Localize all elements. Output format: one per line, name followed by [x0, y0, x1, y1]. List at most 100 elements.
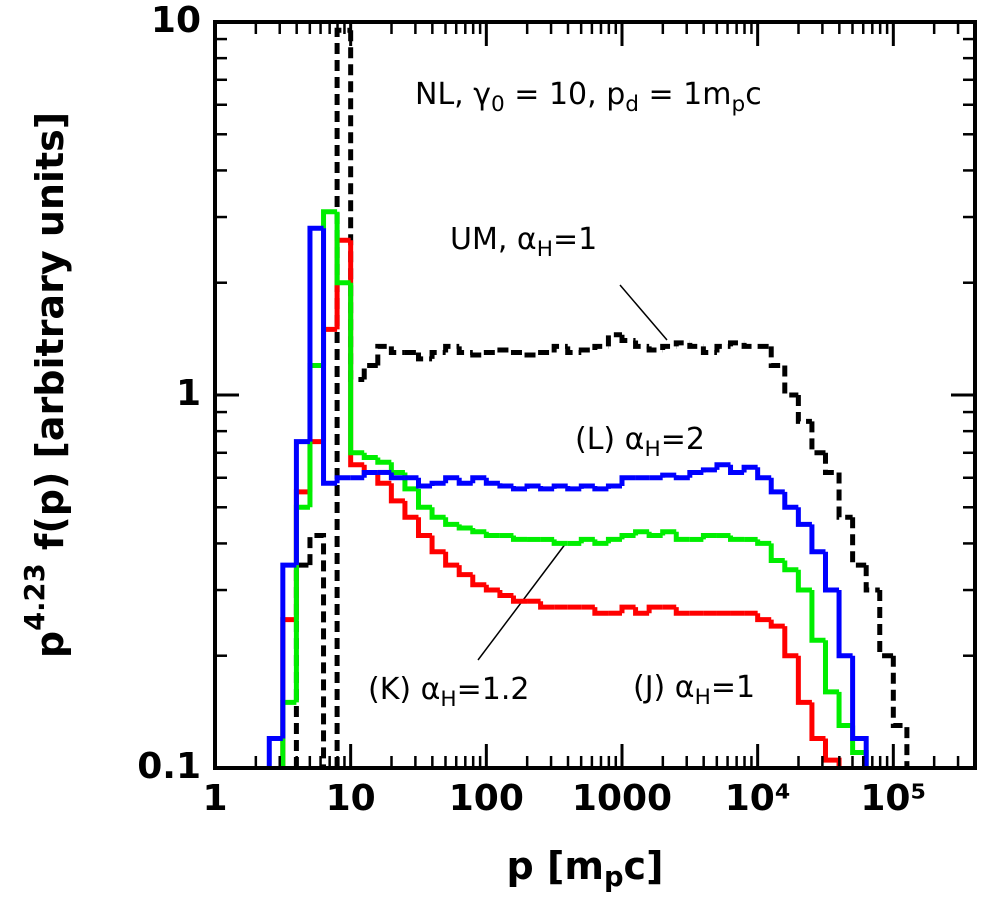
histogram-step	[565, 486, 582, 492]
histogram-step	[836, 590, 853, 659]
histogram-step	[470, 574, 487, 588]
histogram-step	[578, 483, 595, 489]
histogram-step	[809, 421, 826, 456]
annotation: (J) αH=1	[633, 670, 755, 711]
histogram-step	[443, 475, 460, 484]
histogram-step	[755, 613, 772, 623]
histogram-step	[890, 655, 910, 768]
histogram-step	[497, 347, 514, 353]
histogram-step	[646, 604, 663, 614]
histogram-step	[375, 472, 392, 486]
histogram-step	[660, 529, 677, 536]
histogram-step	[782, 365, 799, 398]
y-axis-label-part: 4.23	[20, 563, 51, 631]
histogram-step	[660, 343, 677, 351]
histogram-step	[795, 655, 812, 705]
histogram-step	[510, 595, 528, 604]
histogram-step	[673, 475, 690, 481]
y-axis-label: p4.23 f(p) [arbitrary units]	[20, 112, 72, 658]
histogram-step	[809, 590, 826, 643]
x-axis-label: p [mpc]	[507, 844, 664, 893]
histogram-step	[687, 469, 704, 478]
histogram-step	[755, 467, 772, 481]
annotation-part: = 10, p	[505, 77, 626, 112]
histogram-step	[375, 343, 392, 366]
histogram-step	[714, 343, 731, 353]
histogram-step	[795, 507, 812, 527]
histogram-step	[334, 475, 351, 484]
histogram-step	[415, 488, 433, 510]
histogram-step	[293, 439, 310, 566]
annotation-part: p	[731, 92, 745, 117]
histogram-step	[361, 452, 378, 460]
annotation: NL, γ0 = 10, pd = 1mpc	[415, 77, 762, 118]
histogram-step	[592, 343, 609, 351]
histogram-step	[660, 472, 677, 478]
histogram-step	[605, 483, 622, 489]
y-tick-label: 10	[151, 0, 201, 41]
histogram-step	[456, 524, 473, 531]
x-tick-label: 10⁴	[725, 778, 791, 819]
histogram-step	[673, 340, 690, 347]
histogram-step	[592, 607, 609, 616]
histogram-step	[633, 340, 650, 349]
histogram-step	[456, 346, 473, 355]
histogram-step	[483, 584, 500, 593]
plot-frame	[213, 20, 977, 770]
x-axis-label-part: p [m	[507, 844, 604, 888]
histogram-step	[850, 517, 867, 568]
histogram-step	[470, 527, 487, 535]
histogram-step	[673, 531, 690, 542]
y-axis-label-part: f(p) [arbitrary units]	[28, 112, 72, 563]
histogram-step	[429, 349, 446, 359]
histogram-step	[795, 569, 812, 593]
histogram-step	[605, 536, 622, 544]
histogram-step	[470, 352, 487, 358]
histogram-step	[741, 342, 758, 349]
histogram-step	[510, 486, 528, 492]
histogram-step	[633, 529, 650, 536]
histogram-step	[714, 462, 731, 470]
histogram-step	[361, 362, 378, 380]
histogram-step	[483, 477, 500, 486]
histogram-step	[795, 395, 812, 424]
histogram-step	[538, 601, 555, 610]
histogram-step	[673, 607, 690, 616]
histogram-step	[510, 349, 528, 355]
histogram-step	[361, 469, 378, 478]
histogram-step	[470, 475, 487, 484]
histogram-step	[348, 282, 365, 456]
histogram-step	[307, 225, 324, 442]
annotation-part: UM, α	[450, 222, 537, 257]
annotation-part: c	[745, 77, 762, 112]
leader-line	[619, 284, 668, 341]
histogram-step	[768, 346, 785, 368]
x-tick-label: 10⁵	[860, 778, 926, 819]
histogram-step	[415, 477, 433, 489]
histogram-step	[836, 691, 853, 728]
histogram-step	[497, 483, 514, 489]
histogram-step	[619, 334, 636, 343]
histogram-step	[809, 702, 826, 741]
annotation: UM, αH=1	[450, 222, 597, 263]
histogram-step	[619, 475, 636, 487]
annotation-part: =1	[711, 670, 755, 705]
histogram-step	[443, 343, 460, 353]
annotation-part: H	[644, 437, 660, 462]
histogram-step	[293, 562, 310, 768]
histogram-step	[388, 472, 405, 481]
histogram-step	[768, 543, 785, 563]
annotation-part: H	[537, 237, 553, 262]
histogram-step	[497, 590, 514, 599]
histogram-step	[334, 211, 351, 286]
histogram-step	[863, 565, 880, 593]
histogram-step	[768, 477, 785, 495]
annotation-part: =1	[553, 222, 597, 257]
histogram-step	[877, 590, 894, 659]
annotation-part: H	[695, 685, 711, 710]
histogram-step	[700, 346, 717, 355]
histogram-step	[822, 738, 842, 768]
annotation-part: =1.2	[457, 672, 530, 707]
x-tick-label: 1000	[572, 778, 672, 819]
